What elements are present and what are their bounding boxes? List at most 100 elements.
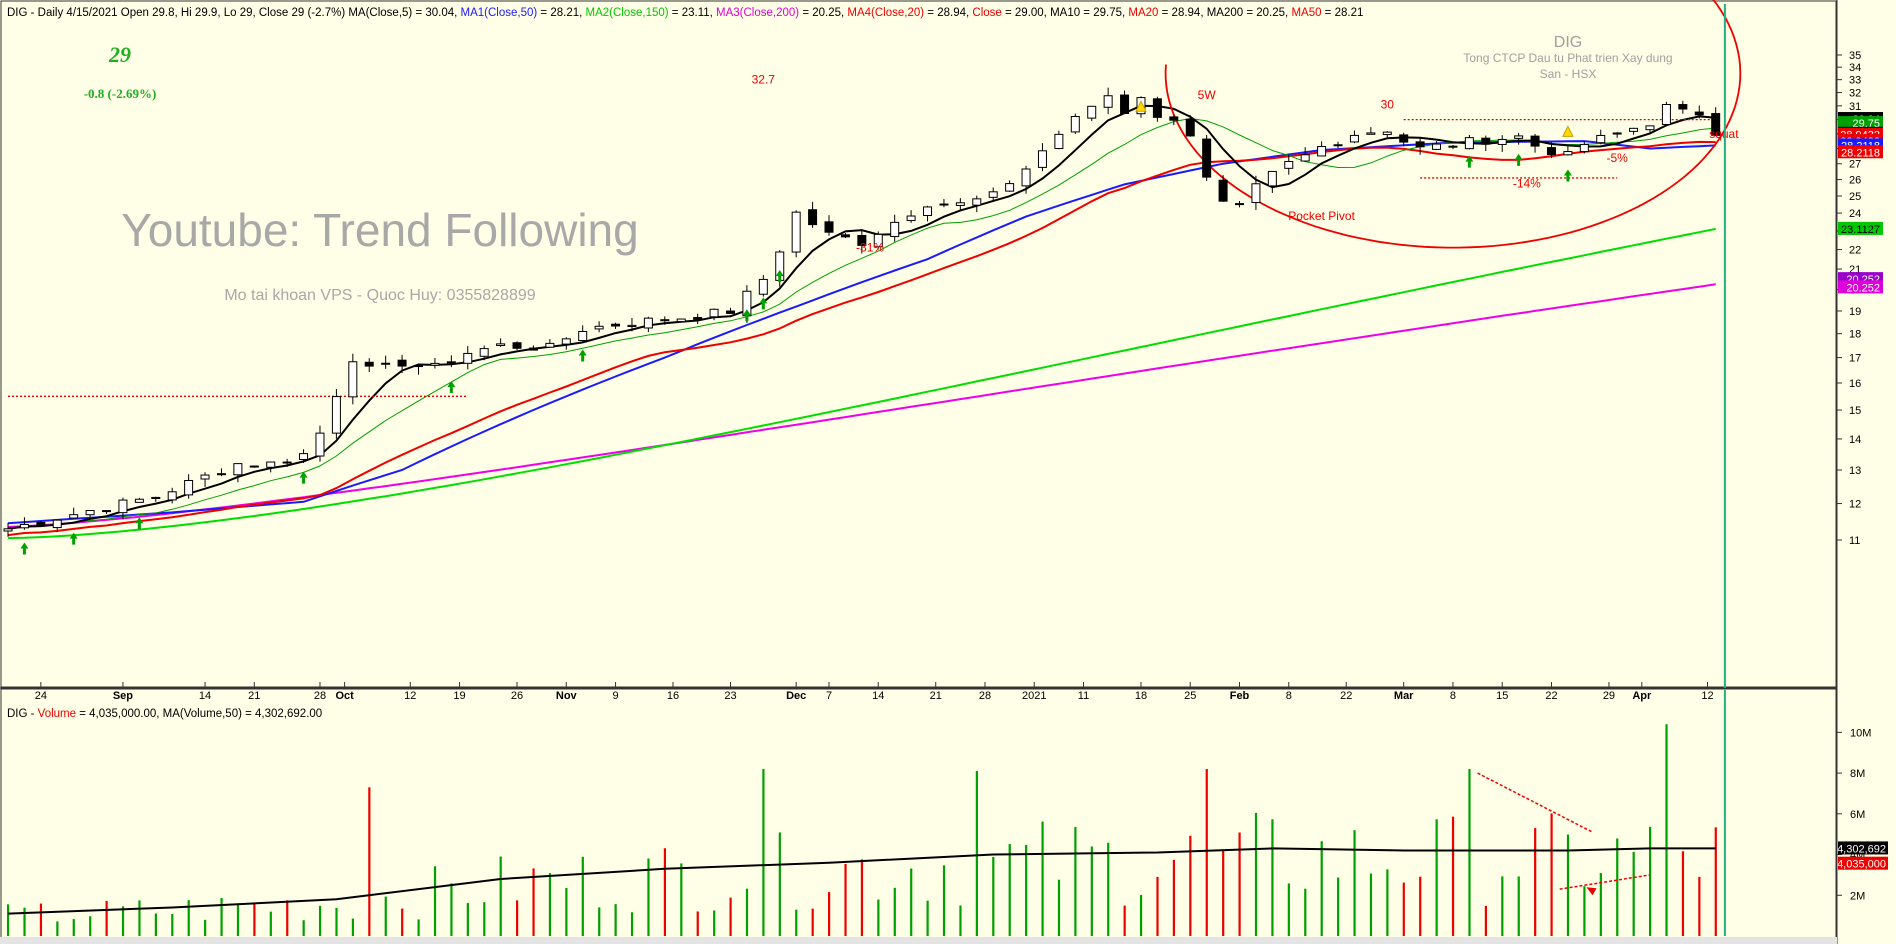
candle	[1399, 132, 1409, 147]
volume-bar-up	[499, 856, 502, 936]
candle-up	[414, 365, 423, 368]
candle	[216, 468, 226, 477]
candle	[1694, 105, 1704, 119]
ma200-line	[7, 283, 1716, 528]
candle	[69, 507, 79, 520]
volume-bar-down	[1172, 859, 1176, 936]
buy-arrow-icon	[447, 380, 456, 393]
volume-bar-down	[1534, 828, 1537, 936]
price-badge-label: 23.1127	[1841, 224, 1880, 236]
candle	[1645, 125, 1655, 134]
candle	[1530, 134, 1540, 153]
volume-bar-up	[89, 916, 92, 936]
volume-bar-up	[1139, 894, 1143, 936]
volume-bar-up	[926, 900, 929, 936]
volume-bar-down	[1451, 816, 1455, 936]
volume-bar-up	[992, 856, 995, 936]
candle-up	[1300, 154, 1310, 162]
candle	[266, 461, 276, 473]
candle-down	[1530, 135, 1540, 147]
company-exchange: San - HSX	[1540, 67, 1597, 81]
candle-up	[52, 519, 62, 529]
volume-bar-up	[598, 907, 601, 936]
candle	[1711, 107, 1721, 137]
volume-bar-up	[975, 771, 978, 936]
candle-up	[873, 233, 883, 248]
volume-bar-up	[187, 900, 190, 936]
volume-bar-up	[778, 832, 781, 936]
title-segment: = 4,035,000.00, MA(Volume,50) = 4,302,69…	[76, 708, 322, 720]
x-tick-label: 14	[199, 690, 211, 702]
candle-up	[299, 453, 309, 460]
volume-bar-down	[105, 900, 108, 936]
watermark-subtitle: Mo tai khoan VPS - Quoc Huy: 0355828899	[224, 287, 535, 304]
candle-down	[446, 361, 456, 364]
volume-bar-up	[1008, 844, 1011, 936]
candle	[1514, 132, 1524, 145]
candle-down	[1481, 137, 1491, 145]
volume-bar-up	[138, 900, 141, 936]
candle	[1481, 135, 1491, 152]
volume-bar-down	[663, 848, 666, 936]
candle	[594, 321, 604, 333]
candle-up	[923, 206, 933, 216]
volume-bar-up	[220, 898, 223, 936]
price-tick-label: 22	[1849, 245, 1861, 257]
volume-bar-up	[713, 910, 716, 936]
candle-up	[167, 491, 177, 501]
volume-tick-label: 6M	[1850, 809, 1865, 821]
x-tick-label: 21	[248, 690, 260, 702]
volume-bar-up	[614, 904, 617, 936]
candle-up	[1366, 132, 1376, 135]
volume-bar-up	[302, 920, 305, 936]
title-segment: MA3(Close,200)	[716, 7, 799, 19]
buy-arrow-icon	[742, 309, 751, 322]
x-tick-label: 28	[314, 690, 326, 702]
candle	[249, 465, 259, 468]
candle	[1152, 96, 1162, 122]
volume-bar-up	[1353, 830, 1356, 936]
candle-down	[611, 323, 621, 327]
candle	[1251, 175, 1261, 210]
price-tick-label: 24	[1849, 208, 1861, 220]
volume-badge-label: 4,302,692	[1837, 843, 1886, 855]
x-tick-label: 16	[667, 690, 679, 702]
volume-bar-up	[72, 919, 75, 936]
candle-up	[1563, 151, 1573, 156]
candle	[578, 325, 588, 344]
candle-up	[972, 198, 982, 206]
volume-bar-up	[877, 899, 880, 936]
volume-bar-up	[1074, 827, 1077, 936]
candle-up	[1021, 168, 1031, 187]
ma20-line	[7, 140, 1716, 537]
volume-bar-down	[844, 863, 847, 936]
x-tick-label: Apr	[1632, 690, 1652, 702]
volume-bar-up	[1057, 879, 1061, 936]
candle-up	[1037, 150, 1047, 168]
candle-up	[1087, 105, 1097, 119]
volume-bar-up	[893, 887, 896, 936]
price-tick-label: 16	[1849, 378, 1861, 390]
buy-arrow-icon	[1465, 155, 1474, 168]
chart-annotation: 32.7	[752, 72, 776, 86]
candle-up	[676, 318, 686, 323]
title-segment: DIG -	[7, 708, 38, 720]
candle-down	[660, 319, 670, 322]
candle	[660, 316, 670, 325]
candle	[906, 210, 916, 223]
volume-bar-up	[466, 903, 469, 936]
title-segment: Volume	[38, 708, 76, 720]
candle	[85, 510, 95, 518]
volume-bar-up	[1271, 819, 1274, 936]
candle	[1596, 129, 1606, 145]
volume-bar-up	[171, 913, 174, 936]
candle-up	[791, 211, 801, 253]
candle-down	[1399, 134, 1409, 143]
volume-bar-up	[1435, 819, 1438, 936]
price-badge	[1838, 116, 1883, 130]
candle	[824, 215, 834, 236]
volume-bar-up	[1090, 846, 1093, 936]
candle-up	[1235, 203, 1244, 206]
